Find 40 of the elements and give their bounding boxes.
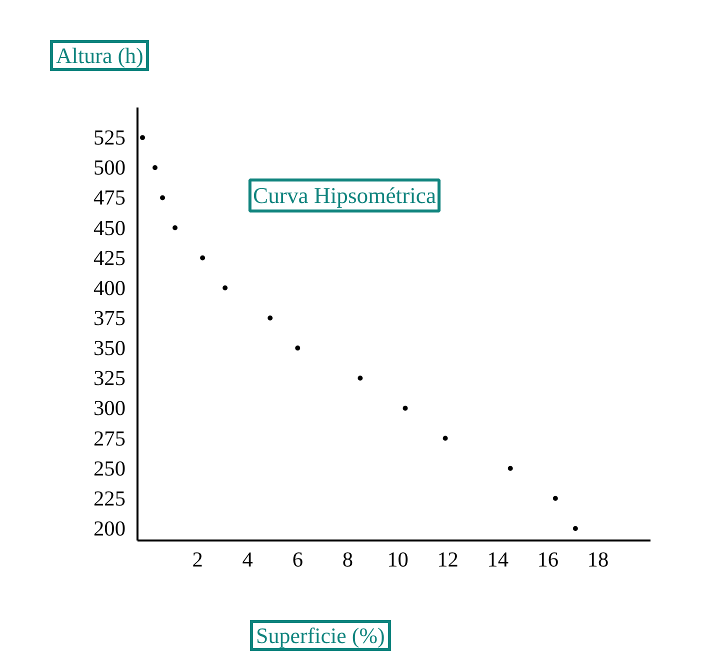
point — [200, 255, 206, 260]
point — [268, 315, 273, 320]
y-tick-label: 450 — [94, 216, 126, 240]
point — [552, 496, 558, 501]
y-tick-label: 325 — [94, 366, 126, 390]
x-tick-label: 16 — [537, 548, 559, 572]
y-tick-label: 425 — [94, 246, 126, 270]
point — [295, 346, 300, 351]
y-tick-label: 250 — [94, 456, 126, 480]
point — [358, 376, 363, 381]
point — [442, 436, 448, 441]
y-tick-label: 500 — [94, 156, 126, 180]
point — [140, 135, 146, 140]
text: Curva Hipsométrica — [252, 183, 436, 208]
x-tick-label: 4 — [242, 548, 254, 572]
x-tick-label: 2 — [192, 548, 203, 572]
x-tick-label: 8 — [342, 548, 354, 572]
y-tick-label: 350 — [94, 336, 126, 360]
point — [172, 225, 178, 230]
y-tick-label: 375 — [94, 306, 126, 330]
y-tick-label: 475 — [94, 186, 126, 210]
y-tick-label: 300 — [94, 396, 126, 420]
x-axis-title: Superficie (%) — [250, 620, 391, 651]
y-tick-label: 400 — [94, 276, 126, 300]
x-tick-label: 18 — [587, 548, 609, 572]
y-axis-title: Altura (h) — [50, 40, 150, 71]
x-tick-label: 10 — [387, 548, 408, 572]
point — [160, 195, 166, 200]
x-tick-label: 12 — [437, 548, 458, 572]
y-tick-label: 200 — [94, 516, 126, 540]
x-tick-label: 14 — [487, 548, 509, 572]
y-tick-label: 225 — [94, 486, 126, 510]
x-tick-label: 6 — [292, 548, 304, 572]
y-tick-label: 525 — [94, 126, 126, 150]
point — [402, 406, 408, 411]
point — [572, 526, 578, 531]
point — [222, 285, 228, 290]
point — [152, 165, 158, 170]
y-tick-label: 275 — [94, 426, 126, 450]
point — [508, 466, 513, 471]
